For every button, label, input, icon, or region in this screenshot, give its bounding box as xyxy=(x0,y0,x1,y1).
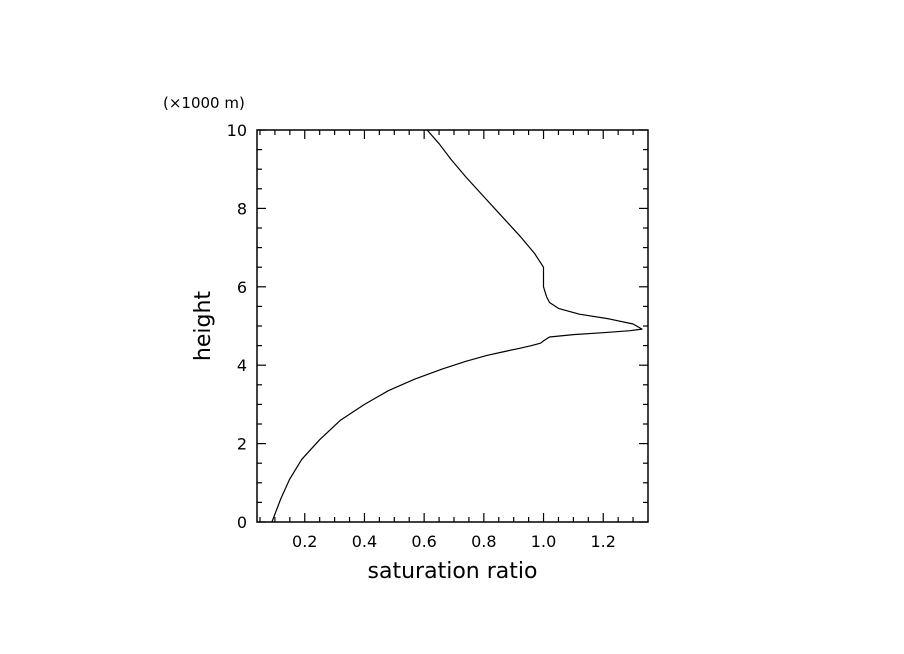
tick-labels: 0.2 0.4 0.6 0.8 1.0 1.2 0 2 4 6 8 10 xyxy=(227,121,616,551)
y-tick-label: 0 xyxy=(237,513,247,532)
axis-ticks xyxy=(257,129,648,523)
y-tick-label: 10 xyxy=(227,121,247,140)
y-tick-label: 2 xyxy=(237,435,247,454)
y-tick-label: 4 xyxy=(237,356,247,375)
y-tick-label: 8 xyxy=(237,199,247,218)
y-tick-label: 6 xyxy=(237,278,247,297)
x-tick-label: 0.2 xyxy=(292,532,317,551)
series-layer xyxy=(271,129,643,523)
y-axis-label: height xyxy=(191,291,216,361)
y-unit-label: (×1000 m) xyxy=(163,94,245,112)
x-tick-label: 0.8 xyxy=(471,532,496,551)
plot-frame xyxy=(256,129,649,523)
x-axis-label: saturation ratio xyxy=(368,559,538,584)
series-line xyxy=(271,129,643,523)
x-tick-label: 1.0 xyxy=(531,532,556,551)
x-tick-label: 0.4 xyxy=(352,532,377,551)
x-tick-label: 1.2 xyxy=(591,532,616,551)
x-tick-label: 0.6 xyxy=(411,532,436,551)
